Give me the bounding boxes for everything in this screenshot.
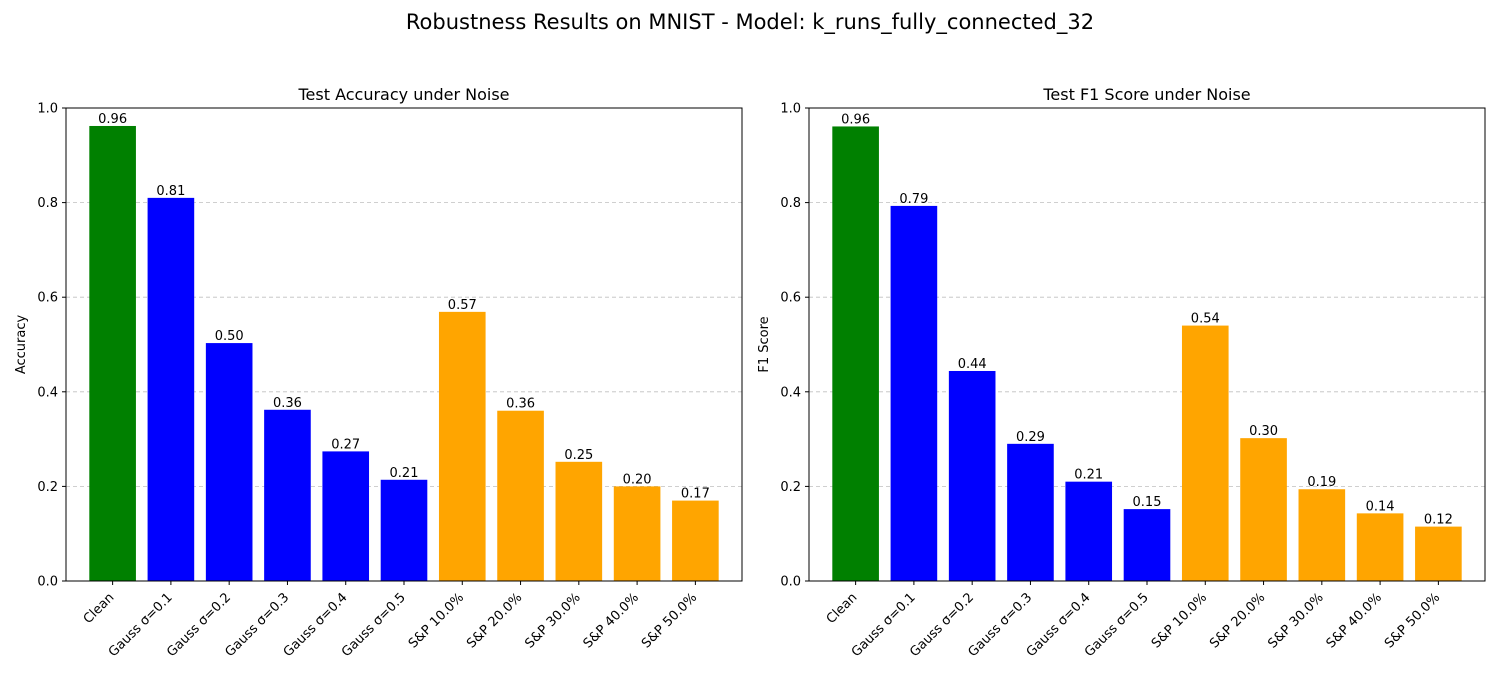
y-tick-label: 0.0 (37, 575, 58, 590)
bar (613, 486, 661, 581)
figure-title: Robustness Results on MNIST - Model: k_r… (405, 10, 1095, 34)
x-tick-label: S&P 40.0% (581, 590, 642, 651)
chart-panel-2: 0.96 0.79 0.44 0.29 0.21 0.15 0.54 0.30 0.19 0.14… (757, 85, 1486, 660)
data-label: 0.36 (506, 397, 535, 412)
bar (1123, 509, 1171, 581)
data-label: 0.21 (1074, 468, 1103, 483)
data-label: 0.25 (564, 448, 593, 463)
data-label: 0.17 (681, 487, 710, 502)
data-label: 0.30 (1249, 424, 1278, 439)
y-tick-label: 0.6 (37, 291, 58, 306)
y-tick-label: 0.4 (780, 385, 801, 400)
bar (497, 410, 544, 581)
y-tick-label: 1.0 (780, 102, 801, 117)
x-tick-label: S&P 20.0% (464, 590, 525, 651)
data-label: 0.54 (1191, 312, 1220, 327)
y-tick-label: 0.2 (780, 480, 801, 495)
bar (832, 126, 879, 582)
data-label: 0.79 (899, 192, 928, 207)
data-label: 0.21 (390, 466, 419, 481)
x-tick-label: S&P 40.0% (1324, 590, 1385, 651)
chart-title: Test Accuracy under Noise (297, 85, 509, 104)
x-tick-label: S&P 30.0% (522, 590, 583, 651)
y-tick-label: 0.2 (37, 480, 58, 495)
data-label: 0.20 (623, 472, 652, 487)
data-label: 0.50 (215, 329, 244, 344)
y-tick-label: 0.8 (780, 196, 801, 211)
bar (1181, 325, 1229, 581)
y-tick-label: 1.0 (37, 102, 58, 117)
x-tick-label: Clean (824, 590, 861, 627)
x-tick-label: S&P 50.0% (639, 590, 700, 651)
bar (380, 479, 428, 581)
bar (1298, 489, 1346, 581)
bar (672, 500, 719, 581)
data-label: 0.96 (98, 112, 127, 127)
bar (555, 461, 603, 581)
x-tick-label: S&P 50.0% (1382, 590, 1443, 651)
x-tick-label: S&P 10.0% (1149, 590, 1210, 651)
data-label: 0.19 (1307, 475, 1336, 490)
bar (1240, 438, 1287, 581)
chart-panel-1: 0.960.810.500.360.270.210.570.360.250.20… (14, 85, 743, 660)
data-label: 0.12 (1424, 513, 1453, 528)
y-tick-label: 0.4 (37, 385, 58, 400)
bar (147, 197, 195, 581)
x-tick-label: S&P 20.0% (1207, 590, 1268, 651)
bar (948, 370, 996, 581)
y-tick-label: 0.8 (37, 196, 58, 211)
x-tick-label: Clean (81, 590, 118, 627)
y-axis-label: Accuracy (14, 315, 29, 375)
y-tick-label: 0.6 (780, 291, 801, 306)
bar (1415, 526, 1462, 581)
data-label: 0.81 (156, 184, 185, 199)
data-label: 0.15 (1133, 495, 1162, 510)
y-axis-label: F1 Score (757, 316, 772, 372)
data-label: 0.96 (841, 112, 870, 127)
bar (264, 409, 311, 581)
bar (890, 205, 938, 581)
data-label: 0.44 (958, 357, 987, 372)
data-label: 0.14 (1366, 499, 1395, 514)
x-tick-label: S&P 30.0% (1265, 590, 1326, 651)
data-label: 0.29 (1016, 430, 1045, 445)
bar (1065, 481, 1113, 581)
y-tick-label: 0.0 (780, 575, 801, 590)
bar (89, 125, 136, 581)
bar (205, 343, 253, 581)
bar (438, 311, 486, 581)
x-tick-label: S&P 10.0% (406, 590, 467, 651)
data-label: 0.36 (273, 396, 302, 411)
data-label: 0.27 (331, 437, 360, 452)
chart-title: Test F1 Score under Noise (1042, 85, 1250, 104)
bar (322, 451, 370, 581)
bar (1356, 513, 1404, 581)
data-label: 0.57 (448, 298, 477, 313)
bar (1007, 443, 1054, 581)
